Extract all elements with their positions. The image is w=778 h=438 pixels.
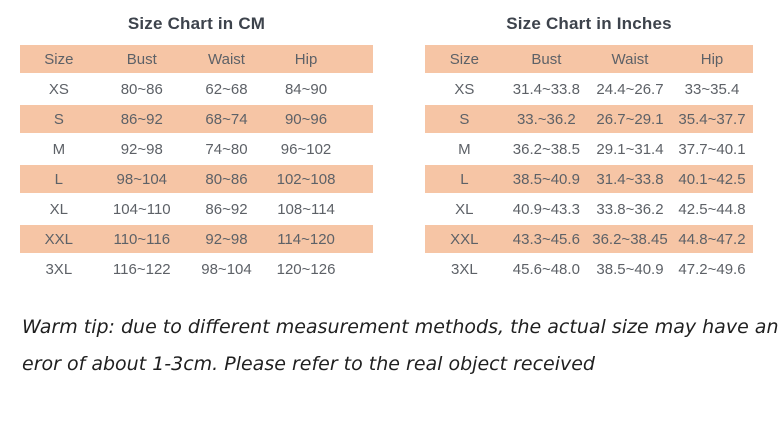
- table-row: XXL 43.3~45.6 36.2~38.45 44.8~47.2: [425, 225, 753, 253]
- column-header: Hip: [670, 45, 753, 73]
- size-label-cell: S: [425, 105, 504, 133]
- size-chart-cm-section: Size Chart in CM Size Bust Waist Hip XS 80~8…: [20, 14, 373, 285]
- table-row: XS 31.4~33.8 24.4~26.7 33~35.4: [425, 75, 753, 103]
- measurement-cell: 90~96: [267, 105, 373, 133]
- size-chart-cm-title: Size Chart in CM: [127, 14, 266, 33]
- size-label-cell: XS: [454, 80, 475, 98]
- table-row: S 86~92 68~74 90~96: [20, 105, 373, 133]
- measurement-cell: 40.9~43.3: [512, 200, 580, 218]
- size-label-cell: 3XL: [451, 260, 478, 278]
- measurement-cell: 29.1~31.4: [596, 140, 664, 158]
- table-row: M 92~98 74~80 96~102: [20, 135, 373, 163]
- measurement-cell: 42.5~44.8: [678, 200, 746, 218]
- warm-tip-line-2: eror of about 1-3cm. Please refer to the…: [22, 353, 595, 375]
- size-label-cell: XL: [49, 200, 68, 218]
- measurement-cell: 36.2~38.45: [588, 225, 671, 253]
- measurement-cell: 114~120: [267, 225, 373, 253]
- table-row: L 98~104 80~86 102~108: [20, 165, 373, 193]
- measurement-cell: 92~98: [185, 225, 268, 253]
- size-label-cell: 3XL: [45, 260, 73, 278]
- measurement-cell: 68~74: [185, 105, 268, 133]
- warm-tip-note: Warm tip: due to different measurement m…: [22, 309, 778, 383]
- measurement-cell: 80~86: [185, 165, 268, 193]
- measurement-cell: 47.2~49.6: [678, 260, 746, 278]
- measurement-cell: 38.5~40.9: [596, 260, 664, 278]
- size-chart-cm-table: Size Bust Waist Hip XS 80~86 62~68 84~90 S 86~92…: [20, 43, 373, 285]
- measurement-cell: 86~92: [205, 200, 248, 218]
- table-row: XL 104~110 86~92 108~114: [20, 195, 373, 223]
- measurement-cell: 98~104: [201, 260, 252, 278]
- size-label-cell: L: [425, 165, 504, 193]
- size-label-cell: M: [458, 140, 471, 158]
- measurement-cell: 37.7~40.1: [678, 140, 746, 158]
- measurement-cell: 40.1~42.5: [670, 165, 753, 193]
- table-row: XS 80~86 62~68 84~90: [20, 75, 373, 103]
- measurement-cell: 24.4~26.7: [596, 80, 664, 98]
- measurement-cell: 31.4~33.8: [588, 165, 671, 193]
- header-row: Size Bust Waist Hip: [425, 45, 753, 73]
- column-header: Hip: [267, 45, 373, 73]
- column-header: Bust: [503, 45, 589, 73]
- warm-tip-line-1: Warm tip: due to different measurement m…: [22, 316, 778, 338]
- size-label-cell: S: [20, 105, 98, 133]
- measurement-cell: 26.7~29.1: [588, 105, 671, 133]
- size-chart-inches-section: Size Chart in Inches Size Bust Waist Hip XS…: [425, 14, 753, 285]
- measurement-cell: 44.8~47.2: [670, 225, 753, 253]
- measurement-cell: 38.5~40.9: [503, 165, 589, 193]
- measurement-cell: 35.4~37.7: [670, 105, 753, 133]
- measurement-cell: 33.8~36.2: [596, 200, 664, 218]
- measurement-cell: 31.4~33.8: [512, 80, 580, 98]
- size-chart-inches-table: Size Bust Waist Hip XS 31.4~33.8 24.4~26.7 33~…: [425, 43, 753, 285]
- measurement-cell: 43.3~45.6: [503, 225, 589, 253]
- measurement-cell: 80~86: [120, 80, 163, 98]
- size-label-cell: XS: [48, 80, 69, 98]
- table-row: XXL 110~116 92~98 114~120: [20, 225, 373, 253]
- table-row: M 36.2~38.5 29.1~31.4 37.7~40.1: [425, 135, 753, 163]
- measurement-cell: 74~80: [205, 140, 248, 158]
- size-charts-row: Size Chart in CM Size Bust Waist Hip XS 80~8…: [20, 14, 753, 285]
- measurement-cell: 92~98: [120, 140, 163, 158]
- size-label-cell: XL: [455, 200, 474, 218]
- measurement-cell: 116~122: [112, 260, 171, 278]
- measurement-cell: 36.2~38.5: [512, 140, 580, 158]
- table-row: 3XL 45.6~48.0 38.5~40.9 47.2~49.6: [425, 255, 753, 283]
- measurement-cell: 62~68: [205, 80, 248, 98]
- measurement-cell: 102~108: [267, 165, 373, 193]
- measurement-cell: 45.6~48.0: [512, 260, 580, 278]
- measurement-cell: 110~116: [97, 225, 186, 253]
- column-header: Waist: [185, 45, 268, 73]
- column-header: Size: [20, 45, 98, 73]
- measurement-cell: 104~110: [112, 200, 171, 218]
- table-row: L 38.5~40.9 31.4~33.8 40.1~42.5: [425, 165, 753, 193]
- measurement-cell: 84~90: [284, 80, 328, 98]
- table-row: XL 40.9~43.3 33.8~36.2 42.5~44.8: [425, 195, 753, 223]
- measurement-cell: 96~102: [280, 140, 332, 158]
- size-label-cell: L: [20, 165, 98, 193]
- table-row: S 33.~36.2 26.7~29.1 35.4~37.7: [425, 105, 753, 133]
- measurement-cell: 33.~36.2: [503, 105, 589, 133]
- column-header: Size: [425, 45, 504, 73]
- size-label-cell: XXL: [20, 225, 98, 253]
- measurement-cell: 108~114: [277, 200, 335, 218]
- table-row: 3XL 116~122 98~104 120~126: [20, 255, 373, 283]
- measurement-cell: 98~104: [97, 165, 186, 193]
- size-label-cell: M: [52, 140, 66, 158]
- size-label-cell: XXL: [425, 225, 504, 253]
- measurement-cell: 86~92: [97, 105, 186, 133]
- size-chart-inches-title: Size Chart in Inches: [506, 14, 672, 33]
- column-header: Bust: [97, 45, 186, 73]
- column-header: Waist: [588, 45, 671, 73]
- measurement-cell: 120~126: [276, 260, 336, 278]
- header-row: Size Bust Waist Hip: [20, 45, 373, 73]
- measurement-cell: 33~35.4: [684, 80, 740, 98]
